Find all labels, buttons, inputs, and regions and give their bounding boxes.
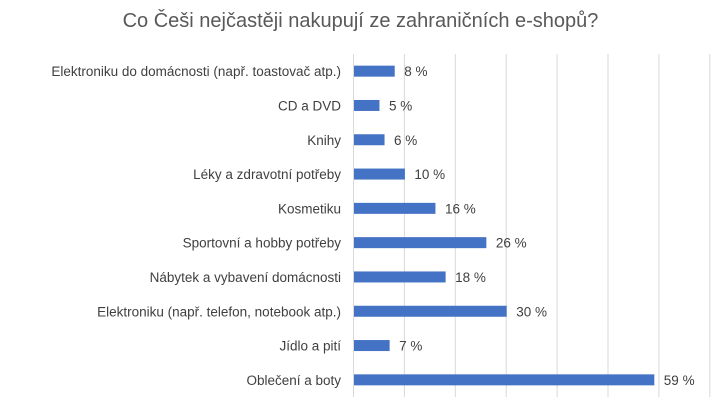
bar [354,305,507,317]
bar [354,340,390,352]
category-label: Elektroniku do domácnosti (např. toastov… [51,64,341,79]
category-label: CD a DVD [278,98,341,113]
category-label: Knihy [307,133,341,148]
bar [354,271,446,283]
data-label: 8 % [404,64,427,79]
data-label: 26 % [496,236,527,251]
category-label: Léky a zdravotní potřeby [193,167,341,182]
category-label: Kosmetiku [278,201,341,216]
data-label: 7 % [399,339,422,354]
bar [354,134,385,146]
bar [354,237,487,249]
bar [354,99,380,111]
bar [354,168,405,180]
data-label: 6 % [394,133,417,148]
bar [354,202,436,214]
chart-title: Co Češi nejčastěji nakupují ze zahraničn… [122,10,599,32]
data-label: 18 % [455,270,486,285]
bar [354,374,655,386]
category-label: Jídlo a pití [279,339,341,354]
category-label: Oblečení a boty [246,373,341,388]
data-label: 16 % [445,201,476,216]
category-label: Elektroniku (např. telefon, notebook atp… [97,304,341,319]
bar [354,65,395,77]
data-label: 5 % [389,98,412,113]
category-label: Nábytek a vybavení domácnosti [150,270,341,285]
data-label: 10 % [414,167,445,182]
category-label: Sportovní a hobby potřeby [183,236,342,251]
data-label: 30 % [516,304,547,319]
data-label: 59 % [664,373,695,388]
